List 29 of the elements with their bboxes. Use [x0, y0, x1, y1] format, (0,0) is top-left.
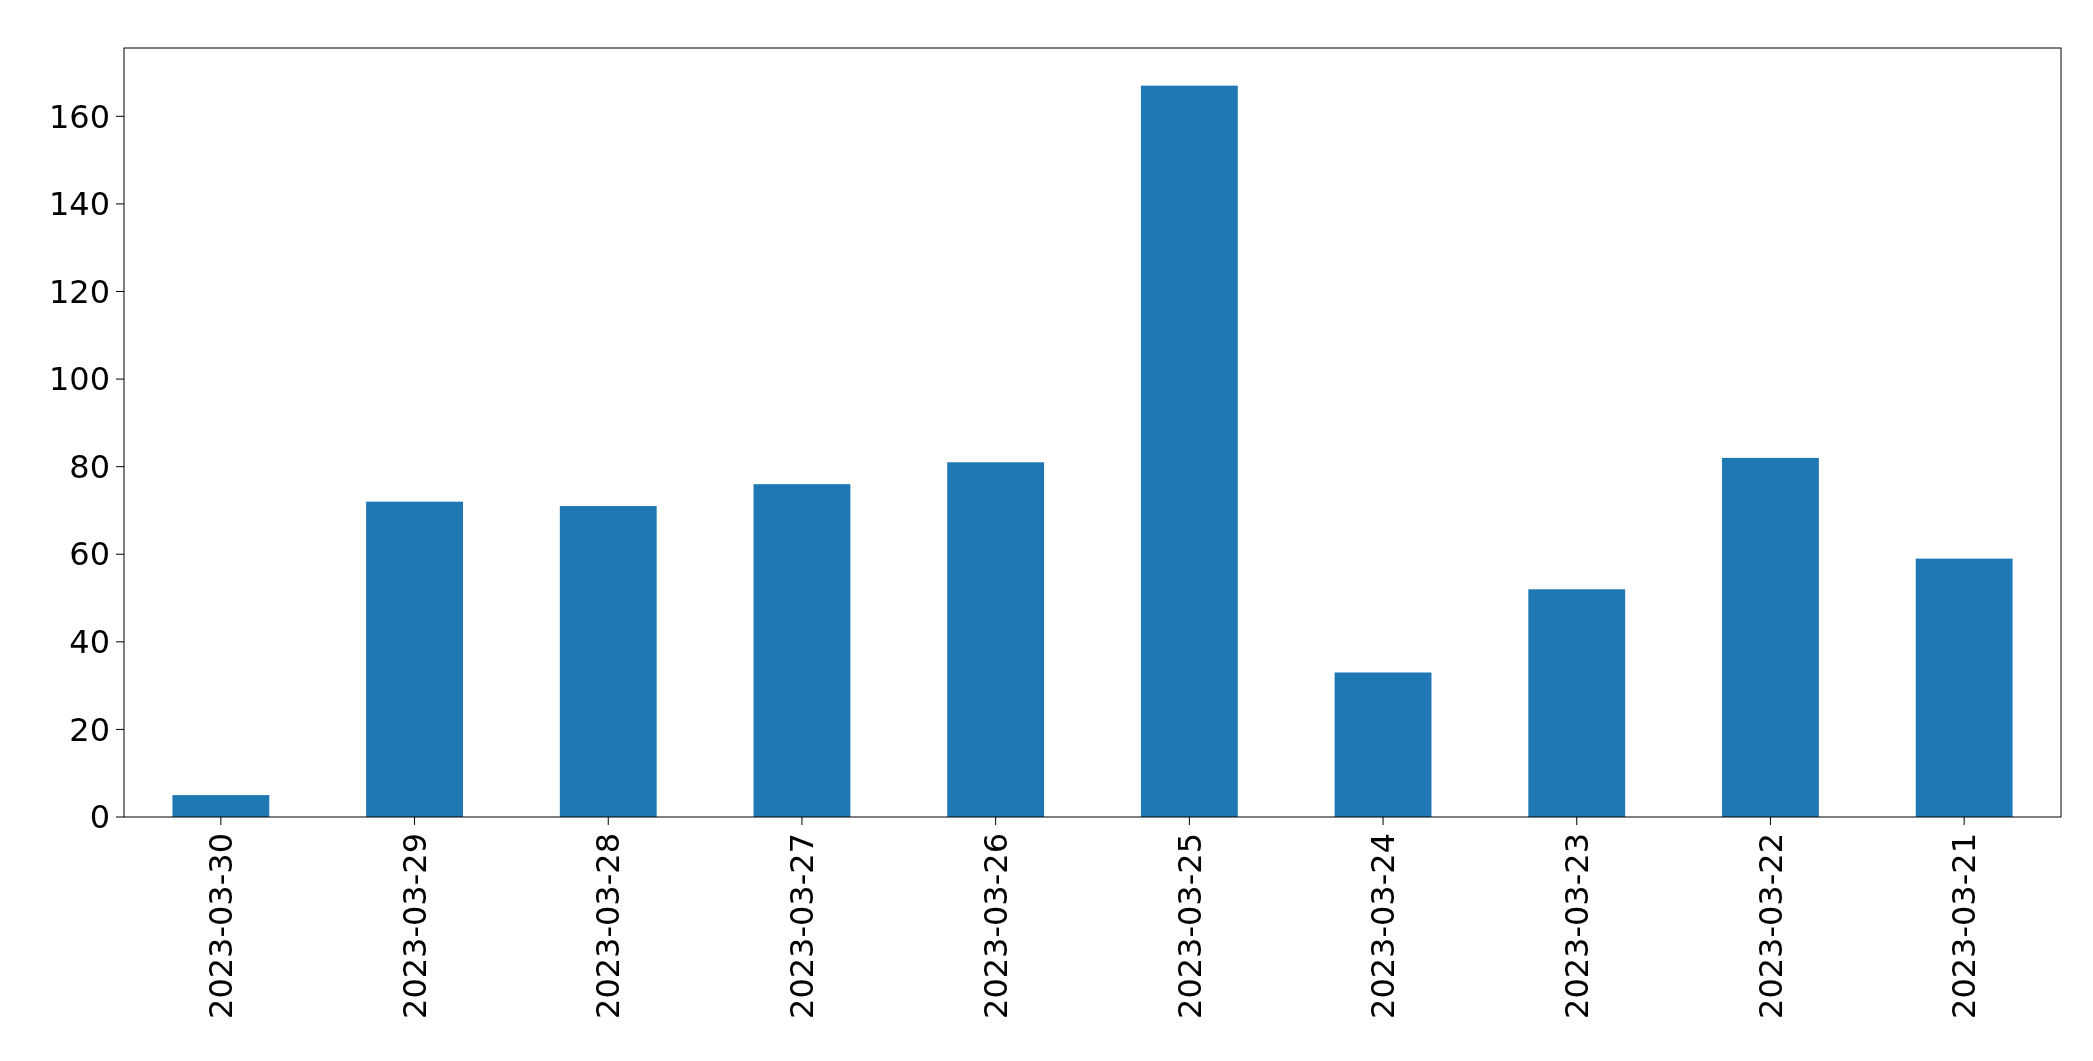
y-tick-label: 60 — [69, 535, 110, 574]
bar — [1528, 589, 1626, 817]
bar — [753, 484, 851, 817]
bar — [1915, 558, 2013, 817]
y-tick-label: 0 — [89, 798, 110, 837]
y-tick-label: 140 — [48, 185, 110, 224]
y-tick-label: 20 — [69, 710, 110, 749]
x-tick-label: 2023-03-26 — [976, 833, 1015, 1019]
bar — [1140, 85, 1238, 817]
y-tick-label: 40 — [69, 623, 110, 662]
x-tick-label: 2023-03-29 — [395, 833, 434, 1019]
x-tick-label: 2023-03-28 — [589, 833, 628, 1019]
bar — [366, 501, 463, 817]
bar — [559, 506, 657, 817]
y-tick-label: 100 — [48, 360, 110, 399]
x-tick-label: 2023-03-25 — [1170, 833, 1209, 1019]
x-tick-label: 2023-03-27 — [783, 833, 822, 1019]
x-tick-label: 2023-03-21 — [1945, 833, 1984, 1019]
x-tick-label: 2023-03-24 — [1364, 833, 1403, 1019]
bar — [1334, 672, 1432, 817]
x-tick-label: 2023-03-22 — [1751, 833, 1790, 1019]
y-tick-label: 120 — [48, 272, 110, 311]
x-tick-label: 2023-03-23 — [1557, 833, 1596, 1019]
bar — [947, 462, 1045, 817]
y-tick-label: 80 — [69, 447, 110, 486]
y-tick-label: 160 — [48, 97, 110, 136]
x-tick-label: 2023-03-30 — [202, 833, 241, 1019]
bar — [1722, 457, 1819, 817]
bar — [172, 795, 270, 817]
